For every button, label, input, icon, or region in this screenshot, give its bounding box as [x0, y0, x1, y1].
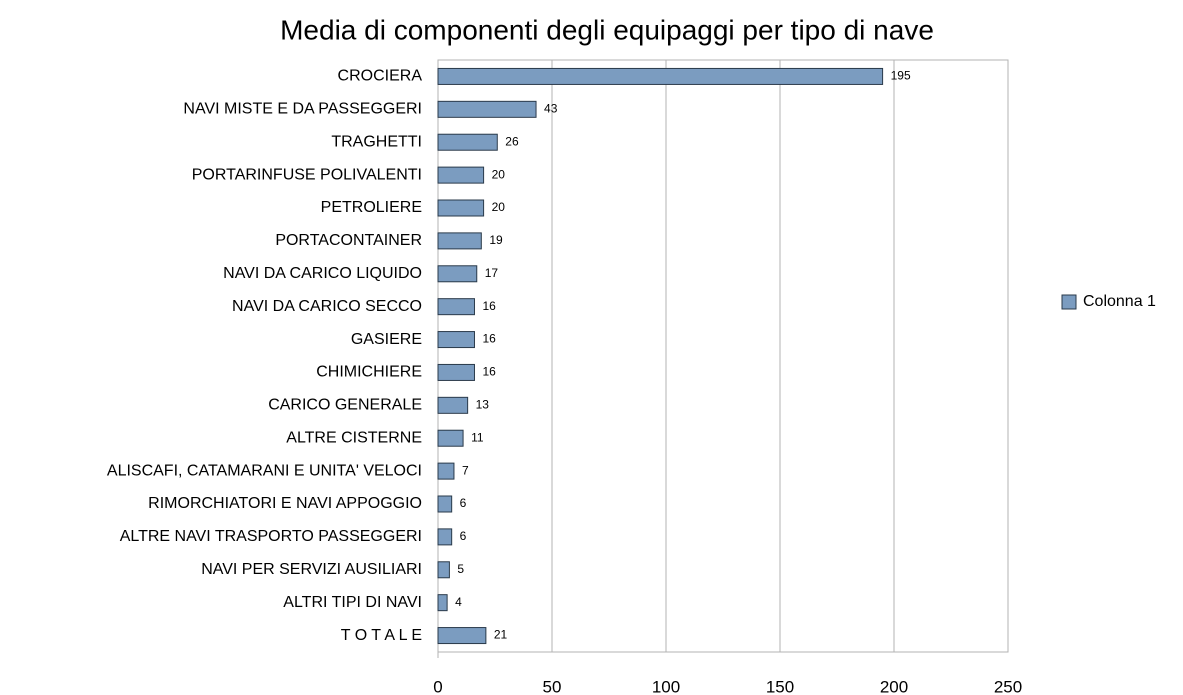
data-label: 6: [460, 496, 467, 510]
y-tick-label: NAVI DA CARICO SECCO: [232, 298, 422, 315]
bar: [437, 133, 498, 151]
data-label: 13: [476, 398, 490, 412]
y-tick-label: NAVI DA CARICO LIQUIDO: [223, 265, 422, 282]
bar: [437, 265, 478, 283]
data-label: 5: [457, 562, 464, 576]
bar: [437, 166, 485, 184]
bar: [437, 561, 450, 579]
y-tick-label: ALTRE CISTERNE: [286, 429, 422, 446]
y-tick-label: CHIMICHIERE: [316, 364, 422, 381]
y-tick-label: ALTRI TIPI DI NAVI: [283, 594, 422, 611]
data-label: 16: [482, 365, 496, 379]
bar: [437, 199, 485, 217]
bar: [437, 594, 448, 612]
y-tick-label: GASIERE: [351, 331, 422, 348]
data-label: 17: [485, 266, 499, 280]
y-tick-label: RIMORCHIATORI E NAVI APPOGGIO: [148, 495, 422, 512]
legend-swatch: [1061, 294, 1077, 310]
bar: [437, 396, 469, 414]
bar: [437, 331, 475, 349]
bar: [437, 298, 475, 316]
x-tick-label: 150: [766, 677, 794, 695]
bar: [437, 429, 464, 447]
data-label: 11: [471, 430, 484, 444]
data-label: 20: [492, 167, 506, 181]
x-tick-label: 50: [543, 677, 562, 695]
bar: [437, 627, 487, 645]
x-tick-label: 250: [994, 677, 1022, 695]
chart-title: Media di componenti degli equipaggi per …: [280, 14, 934, 45]
y-tick-label: T O T A L E: [341, 627, 422, 644]
bar: [437, 528, 453, 546]
plot-area: [437, 59, 1009, 653]
x-tick-label: 200: [880, 677, 908, 695]
y-tick-label: NAVI MISTE E DA PASSEGGERI: [183, 101, 422, 118]
y-tick-label: ALISCAFI, CATAMARANI E UNITA' VELOCI: [107, 462, 422, 479]
data-label: 4: [455, 595, 462, 609]
y-tick-label: PORTARINFUSE POLIVALENTI: [192, 166, 422, 183]
bar: [437, 495, 453, 513]
data-label: 16: [482, 299, 496, 313]
data-label: 7: [462, 463, 469, 477]
data-label: 21: [494, 628, 508, 642]
bar: [437, 232, 482, 250]
data-label: 20: [492, 200, 506, 214]
bar: [437, 100, 537, 118]
y-tick-label: ALTRE NAVI TRASPORTO PASSEGGERI: [120, 528, 422, 545]
bar: [437, 462, 455, 480]
data-label: 195: [891, 69, 911, 83]
legend-label: Colonna 1: [1083, 293, 1156, 310]
y-tick-label: TRAGHETTI: [331, 133, 422, 150]
data-label: 19: [489, 233, 503, 247]
y-tick-label: PETROLIERE: [321, 199, 422, 216]
data-label: 26: [505, 134, 519, 148]
bar: [437, 363, 475, 381]
bar: [437, 67, 884, 85]
y-tick-label: CARICO GENERALE: [268, 397, 422, 414]
x-tick-label: 100: [652, 677, 680, 695]
y-tick-label: CROCIERA: [338, 68, 423, 85]
x-tick-label: 0: [433, 677, 442, 695]
data-label: 16: [482, 332, 496, 346]
y-tick-label: NAVI PER SERVIZI AUSILIARI: [201, 561, 422, 578]
y-tick-label: PORTACONTAINER: [275, 232, 422, 249]
data-label: 43: [544, 102, 558, 116]
data-label: 6: [460, 529, 467, 543]
